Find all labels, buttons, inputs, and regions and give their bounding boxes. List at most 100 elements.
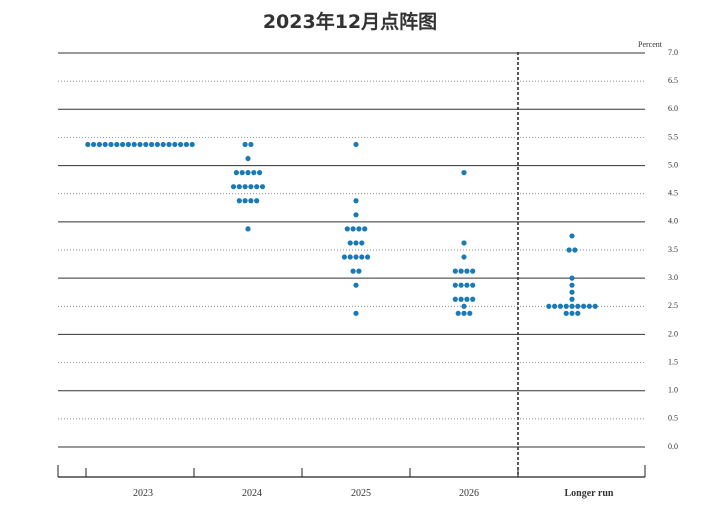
y-tick-label: 2.0 [668, 329, 678, 338]
dot [154, 141, 160, 148]
dot [572, 247, 578, 253]
dot [592, 303, 598, 309]
y-tick-label: 4.0 [668, 217, 678, 226]
dot [461, 170, 467, 176]
dot [350, 226, 356, 232]
y-tick-label: 1.0 [668, 386, 678, 395]
dot [455, 310, 461, 316]
dot [251, 170, 257, 176]
dot [96, 141, 102, 148]
dot [183, 141, 189, 148]
dot [254, 198, 260, 204]
y-tick-label: 3.0 [668, 273, 678, 282]
dot [546, 303, 552, 309]
dot [575, 303, 581, 309]
dot [245, 170, 251, 176]
dot [569, 296, 575, 302]
dot [172, 141, 178, 148]
dot [257, 170, 263, 176]
dot [461, 254, 467, 260]
dot [365, 254, 371, 260]
dot [114, 141, 120, 148]
x-tick-label: Longer run [565, 488, 614, 499]
dot [470, 296, 476, 302]
dot [353, 240, 359, 246]
dot [233, 170, 239, 176]
dot [248, 198, 254, 204]
dot [470, 268, 476, 274]
dot [242, 141, 248, 148]
dot [236, 184, 242, 190]
dot [452, 282, 458, 288]
dot [458, 282, 464, 288]
dot [350, 268, 356, 274]
dot [464, 282, 470, 288]
y-axis-label: Percent [638, 40, 663, 49]
dot [242, 198, 248, 204]
chart-title: 2023年12月点阵图 [263, 10, 437, 33]
dot [458, 268, 464, 274]
dot [248, 184, 254, 190]
y-tick-label: 2.5 [668, 301, 678, 310]
dot [102, 141, 108, 148]
dot [353, 141, 359, 148]
dot [356, 226, 362, 232]
dot [563, 303, 569, 309]
dot [362, 226, 368, 232]
dot [166, 141, 172, 148]
dot [242, 184, 248, 190]
dot [569, 282, 575, 288]
dot [461, 303, 467, 309]
dot [557, 303, 564, 309]
y-tick-label: 5.5 [668, 132, 678, 141]
dot [586, 303, 593, 309]
dot [467, 310, 473, 316]
y-tick-label: 0.0 [668, 442, 678, 451]
dot [356, 268, 362, 274]
dot [230, 184, 237, 190]
dot [143, 141, 149, 148]
dot [470, 282, 476, 288]
dot [91, 141, 97, 148]
dot [569, 310, 575, 316]
dot [581, 303, 587, 309]
y-tick-label: 6.0 [668, 104, 678, 113]
dot [353, 310, 359, 316]
dot [189, 141, 195, 148]
dot [120, 141, 126, 148]
dot [236, 198, 242, 204]
dot [178, 141, 184, 148]
dot [353, 198, 359, 204]
x-tick-label: 2023 [133, 488, 153, 499]
dot [458, 296, 464, 302]
dot [341, 254, 347, 260]
dot [160, 141, 166, 148]
dot [464, 296, 470, 302]
dot [149, 141, 155, 148]
dot [552, 303, 558, 309]
dot [452, 296, 458, 302]
y-tick-label: 6.5 [668, 76, 678, 85]
dot [569, 275, 575, 281]
dot [353, 254, 359, 260]
y-tick-label: 0.5 [668, 414, 678, 423]
dot [575, 310, 581, 316]
dot [569, 233, 575, 239]
dot [353, 282, 359, 288]
dot [452, 268, 458, 274]
x-tick-label: 2025 [351, 488, 371, 499]
dot [254, 184, 260, 190]
dot [239, 170, 245, 176]
dot [347, 254, 353, 260]
dot [569, 303, 575, 309]
dot [359, 240, 365, 246]
dot [245, 155, 251, 162]
dot [464, 268, 470, 274]
dot [344, 226, 350, 232]
y-tick-label: 3.5 [668, 245, 678, 254]
dot [563, 310, 569, 316]
dot [85, 141, 91, 148]
y-tick-label: 4.5 [668, 189, 678, 198]
dot [131, 141, 137, 148]
